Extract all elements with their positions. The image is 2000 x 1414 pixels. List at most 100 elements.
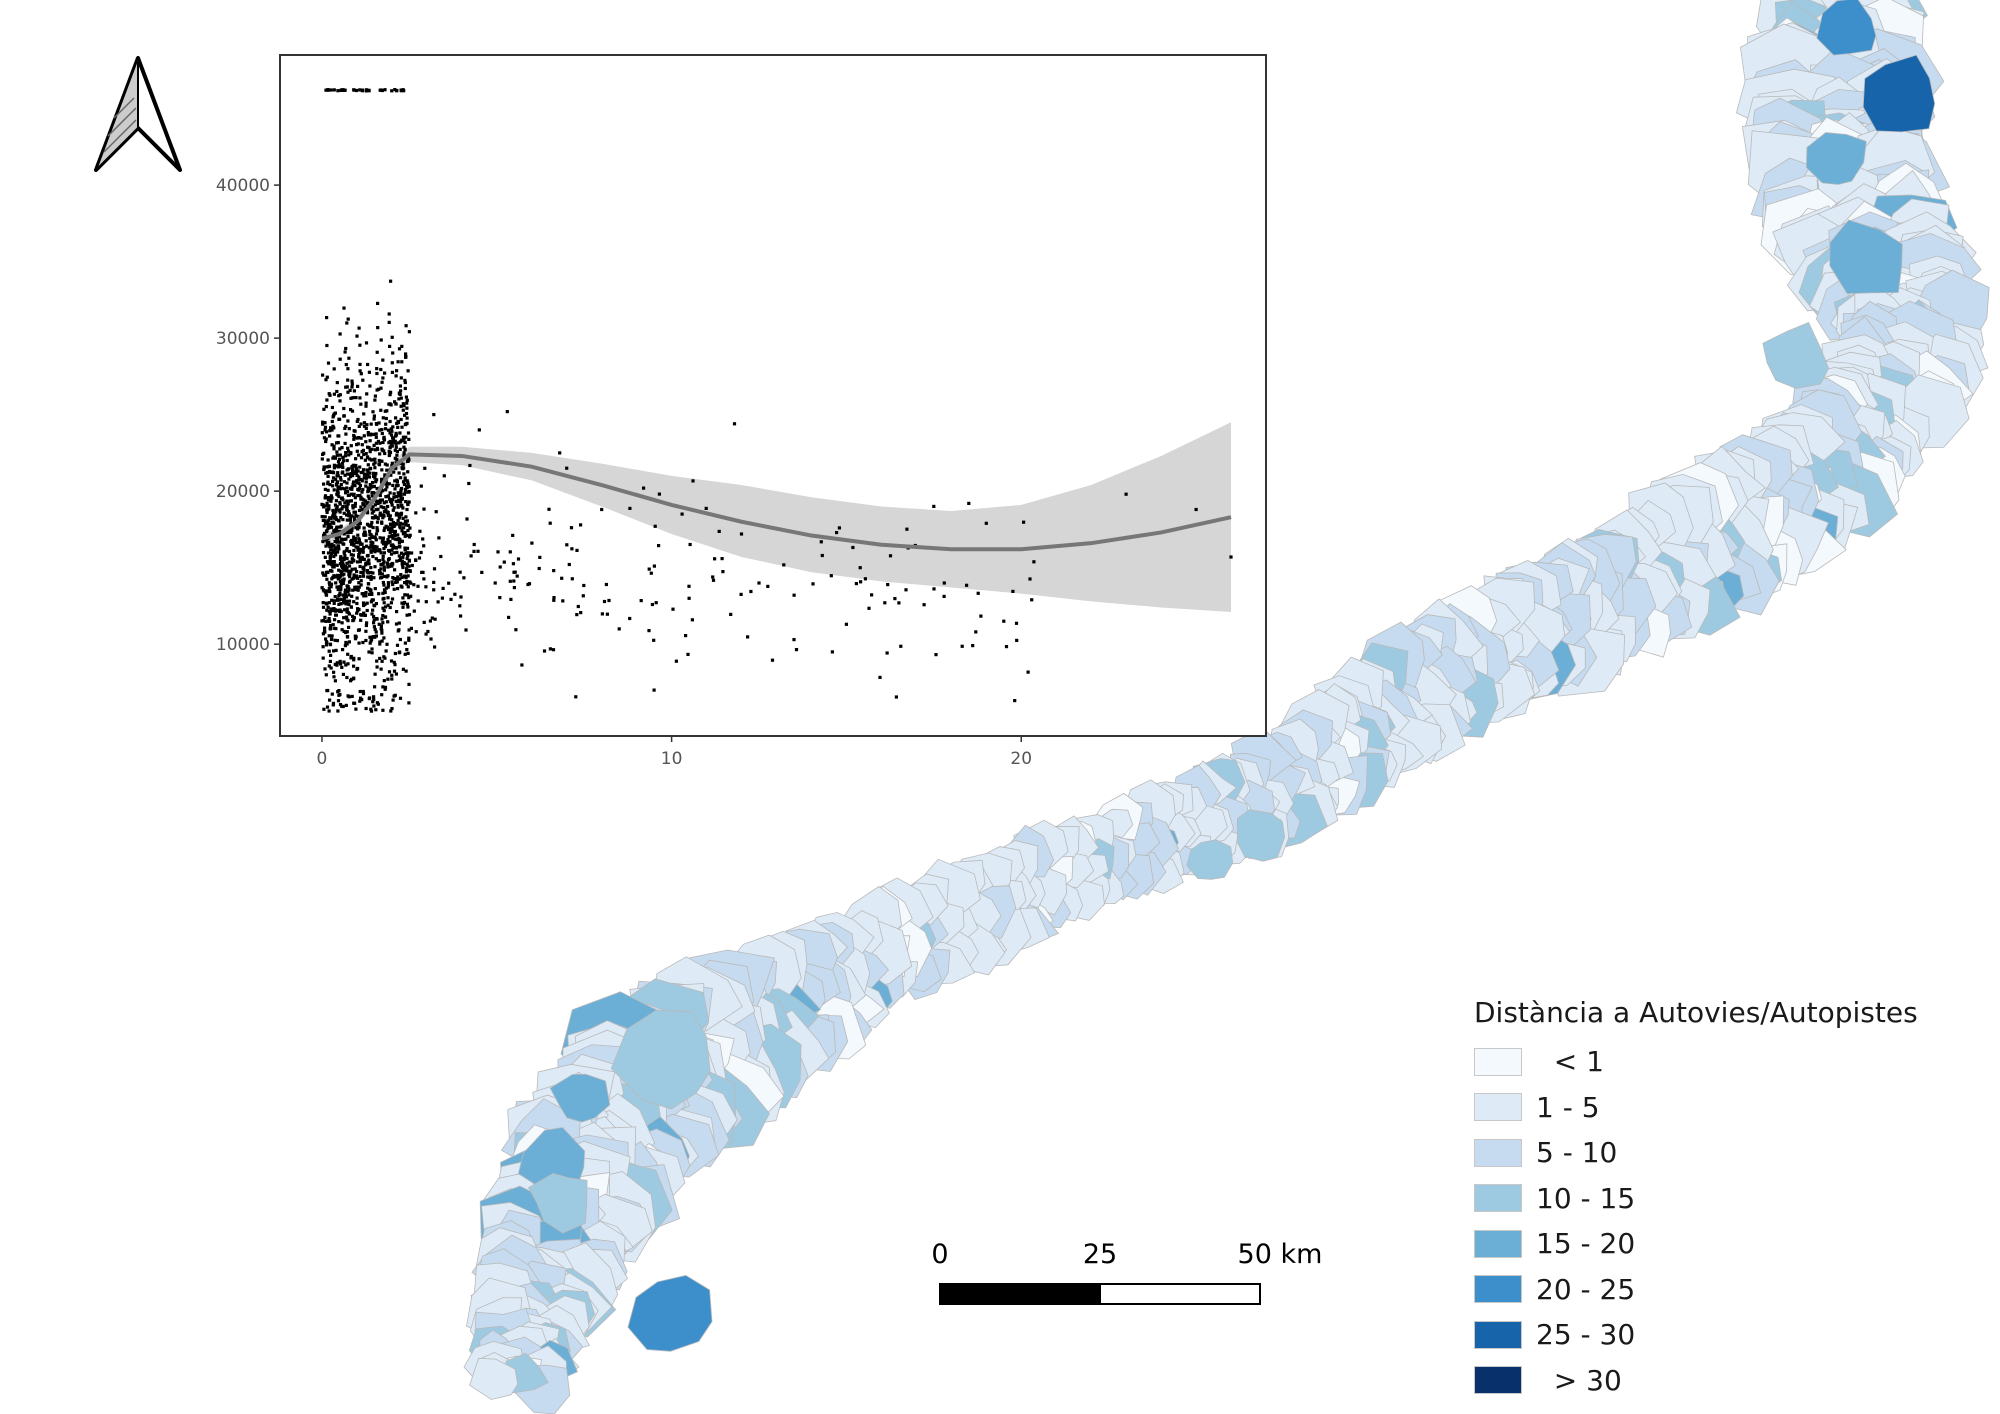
scatter-point bbox=[384, 508, 388, 512]
scatter-point bbox=[354, 457, 358, 461]
scatter-point bbox=[364, 591, 368, 595]
scatter-point bbox=[653, 524, 657, 528]
scatter-point bbox=[356, 442, 360, 446]
scatter-point bbox=[367, 370, 371, 374]
scatter-point bbox=[355, 436, 359, 440]
scatter-point bbox=[359, 372, 363, 376]
scatter-point bbox=[357, 657, 361, 661]
scatter-point bbox=[1229, 555, 1233, 559]
scatter-point bbox=[337, 620, 341, 624]
scatter-point bbox=[347, 599, 352, 603]
scatter-point bbox=[373, 627, 377, 632]
scatter-point bbox=[383, 590, 387, 594]
scatter-point bbox=[1194, 507, 1198, 512]
scatter-point bbox=[342, 598, 346, 603]
scatter-point bbox=[358, 343, 362, 347]
scatter-point bbox=[321, 518, 325, 522]
scatter-point bbox=[408, 526, 412, 530]
scatter-point bbox=[373, 672, 377, 676]
scatter-point bbox=[349, 471, 353, 476]
scatter-point bbox=[400, 562, 404, 566]
scatter-point bbox=[376, 702, 380, 706]
scatter-point bbox=[392, 532, 397, 536]
scatter-point bbox=[365, 423, 369, 427]
scatter-point bbox=[380, 459, 384, 463]
scatter-point bbox=[407, 682, 411, 686]
scatter-point bbox=[379, 338, 383, 342]
scatter-point bbox=[394, 672, 398, 676]
scatter-point bbox=[514, 628, 518, 632]
scatter-point bbox=[739, 532, 744, 536]
scatter-point bbox=[348, 579, 352, 583]
scatter-point bbox=[329, 494, 333, 498]
scatter-point bbox=[354, 585, 358, 589]
scatter-point bbox=[370, 480, 375, 485]
scatter-point bbox=[854, 582, 858, 586]
scatter-point bbox=[364, 594, 368, 598]
scatter-point bbox=[387, 402, 391, 406]
scatter-point bbox=[383, 574, 387, 578]
scatter-point bbox=[325, 465, 329, 469]
scatter-point bbox=[350, 560, 354, 564]
scatter-point bbox=[383, 473, 387, 477]
scatter-point bbox=[401, 462, 405, 466]
scatter-point bbox=[349, 542, 354, 546]
scatter-point bbox=[395, 479, 399, 483]
scatter-point bbox=[342, 306, 346, 310]
scatter-point bbox=[381, 591, 385, 595]
scatter-point bbox=[337, 519, 341, 523]
scatter-point bbox=[370, 507, 374, 511]
scatter-point bbox=[402, 453, 406, 457]
scatter-point bbox=[366, 586, 370, 590]
scatter-point bbox=[932, 504, 936, 508]
scatter-point bbox=[406, 574, 410, 578]
scatter-point bbox=[353, 701, 357, 705]
scatter-point bbox=[407, 500, 411, 504]
scatter-point bbox=[345, 599, 349, 603]
scatter-point bbox=[344, 703, 348, 707]
scatter-point bbox=[381, 708, 385, 712]
scatter-point bbox=[437, 536, 441, 540]
scatter-point bbox=[332, 516, 336, 520]
scatter-point bbox=[1030, 598, 1034, 602]
scatter-point bbox=[369, 433, 373, 437]
scatter-point bbox=[350, 567, 354, 571]
scatter-point bbox=[511, 562, 515, 566]
scatter-point bbox=[333, 662, 337, 666]
scatter-point bbox=[402, 561, 406, 565]
scatter-point bbox=[401, 605, 405, 609]
scatter-point bbox=[356, 545, 360, 549]
scatter-point bbox=[349, 539, 353, 543]
scatter-point bbox=[361, 550, 365, 554]
scatter-point bbox=[570, 577, 574, 581]
scatter-point bbox=[374, 432, 378, 436]
scatter-point bbox=[323, 590, 328, 594]
scatter-point bbox=[338, 562, 343, 566]
legend-item: > 30 bbox=[1474, 1358, 1918, 1404]
scatter-point bbox=[388, 445, 392, 449]
scatter-point bbox=[378, 428, 382, 432]
scatter-point bbox=[552, 569, 556, 573]
scatter-point bbox=[328, 626, 332, 630]
scatter-point bbox=[326, 361, 331, 365]
scatter-point bbox=[342, 572, 346, 576]
scatter-point bbox=[390, 503, 394, 507]
scatter-point bbox=[344, 595, 348, 599]
scatter-point bbox=[392, 551, 396, 555]
legend-label: 10 - 15 bbox=[1536, 1181, 1636, 1215]
scatter-point bbox=[397, 541, 401, 545]
scatter-point bbox=[350, 379, 354, 383]
scatter-point bbox=[361, 640, 365, 645]
scatter-point bbox=[336, 465, 340, 469]
scatter-point bbox=[347, 640, 351, 644]
scatter-point bbox=[393, 537, 397, 541]
scatter-point bbox=[387, 670, 392, 674]
scatter-point bbox=[376, 326, 380, 330]
scatter-point bbox=[394, 431, 398, 435]
legend-label: 25 - 30 bbox=[1536, 1318, 1636, 1352]
scatter-point bbox=[326, 474, 330, 478]
scatter-point bbox=[600, 612, 604, 616]
y-axis: 10000 20000 30000 40000 bbox=[216, 176, 280, 655]
scatter-point bbox=[432, 413, 436, 417]
scatter-point bbox=[329, 516, 333, 520]
